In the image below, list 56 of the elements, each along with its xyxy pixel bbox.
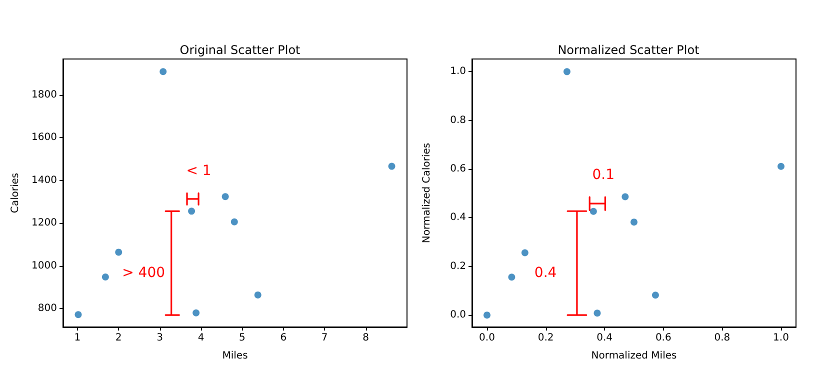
y-tick-label: 1800 bbox=[32, 89, 57, 100]
x-axis-title: Normalized Miles bbox=[591, 350, 677, 362]
point bbox=[230, 218, 238, 226]
point bbox=[590, 208, 597, 215]
point bbox=[254, 291, 262, 298]
y-tick-label: 800 bbox=[38, 303, 57, 314]
point bbox=[778, 162, 785, 170]
y-tick-label: 1600 bbox=[32, 132, 57, 144]
x-tick-label: 6 bbox=[280, 332, 287, 344]
x-tick-label: 8 bbox=[362, 332, 369, 344]
y-tick-label: 0.0 bbox=[450, 310, 466, 321]
point bbox=[508, 274, 516, 281]
y-tick-label: 0.2 bbox=[450, 260, 466, 272]
y-tick-label: 0.6 bbox=[450, 164, 466, 175]
x-tick-label: 4 bbox=[198, 332, 204, 344]
point bbox=[630, 218, 638, 226]
x-axis-title: Miles bbox=[222, 350, 248, 362]
annotation: < 1 bbox=[186, 163, 212, 180]
point bbox=[652, 292, 659, 299]
point bbox=[102, 273, 109, 280]
x-tick-label: 0.2 bbox=[538, 332, 554, 344]
x-tick-label: 5 bbox=[239, 332, 246, 344]
y-axis-title: Calories bbox=[10, 172, 22, 214]
point bbox=[222, 193, 229, 200]
point bbox=[160, 68, 167, 76]
y-axis-title: Normalized Calories bbox=[422, 142, 432, 244]
y-tick-label: 1000 bbox=[32, 260, 57, 272]
point bbox=[74, 311, 82, 318]
point bbox=[388, 162, 396, 170]
y-tick-label: 0.8 bbox=[450, 114, 466, 126]
y-tick-label: 0.4 bbox=[450, 212, 466, 224]
x-tick-label: 7 bbox=[321, 332, 328, 344]
y-tick-label: 1200 bbox=[32, 218, 57, 229]
point bbox=[188, 208, 196, 215]
annotation: > 400 bbox=[122, 265, 166, 282]
x-tick-label: 3 bbox=[156, 332, 163, 344]
point bbox=[622, 193, 629, 200]
y-tick-label: 1.0 bbox=[450, 66, 466, 78]
chart-title: Normalized Scatter Plot bbox=[558, 43, 700, 57]
annotation: 0.4 bbox=[534, 265, 557, 282]
annotation: 0.1 bbox=[592, 167, 615, 184]
point bbox=[484, 312, 490, 319]
point bbox=[521, 249, 528, 256]
x-tick-label: 0.6 bbox=[655, 332, 672, 344]
x-tick-label: 2 bbox=[115, 332, 122, 344]
point bbox=[192, 309, 200, 316]
point bbox=[594, 310, 601, 317]
chart-title: Original Scatter Plot bbox=[180, 43, 301, 57]
x-tick-label: 1.0 bbox=[773, 332, 789, 344]
x-tick-label: 0.8 bbox=[714, 332, 730, 344]
x-tick-label: 1 bbox=[74, 332, 81, 344]
point bbox=[115, 248, 122, 256]
x-tick-label: 0.0 bbox=[479, 332, 495, 344]
point bbox=[563, 68, 570, 76]
y-tick-label: 1400 bbox=[32, 174, 57, 186]
x-tick-label: 0.4 bbox=[596, 332, 613, 344]
